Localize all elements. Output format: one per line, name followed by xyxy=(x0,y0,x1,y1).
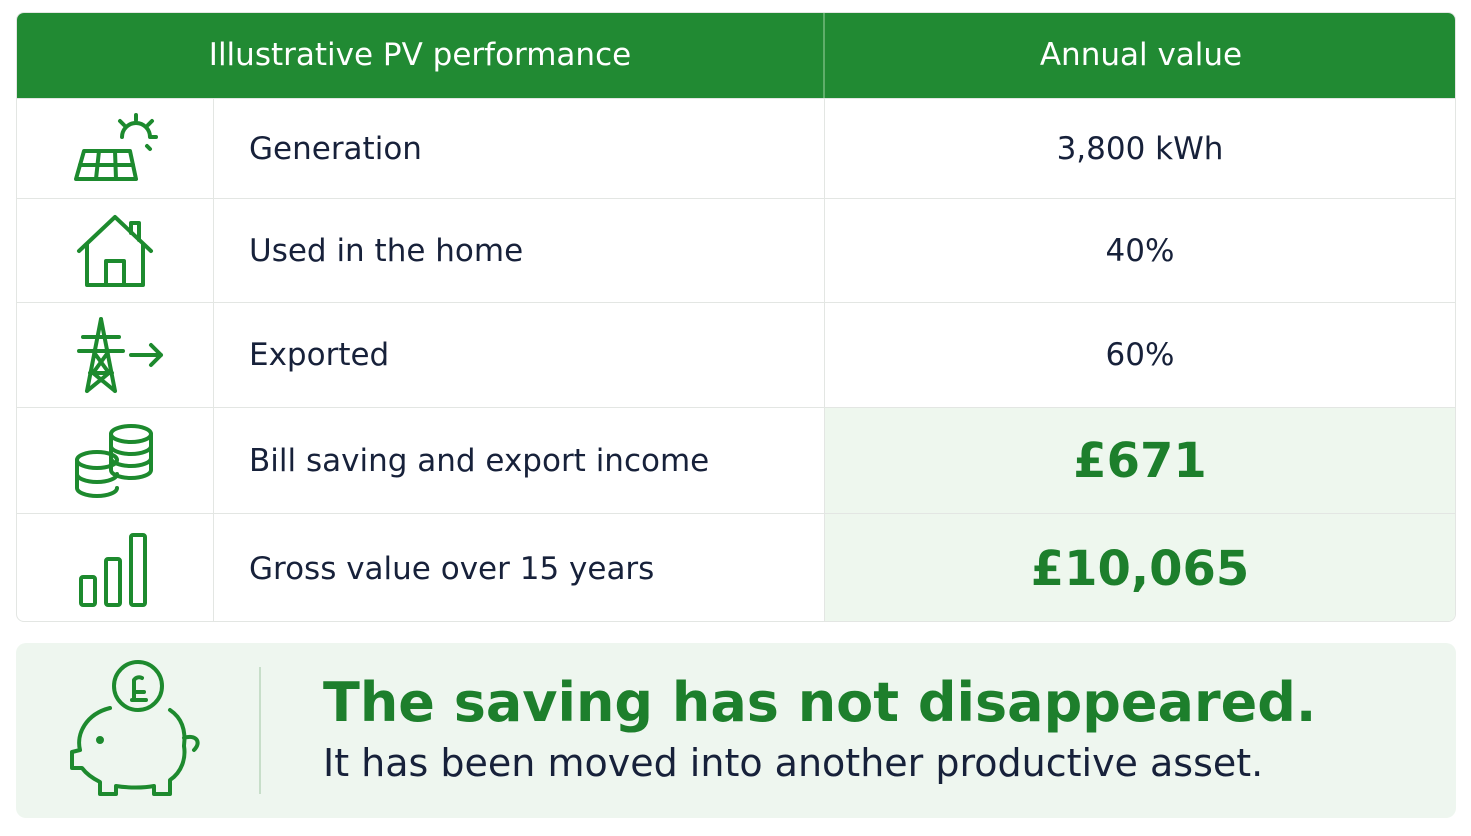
icon-cell xyxy=(17,408,214,513)
row-value: £671 xyxy=(824,408,1455,513)
row-label: Generation xyxy=(249,130,422,167)
coins-icon xyxy=(75,423,153,498)
bars-icon xyxy=(79,532,147,607)
separator xyxy=(823,13,825,98)
table-header: Illustrative PV performance Annual value xyxy=(17,13,1455,98)
solar-icon xyxy=(74,112,158,181)
house-icon xyxy=(77,214,153,287)
table-row: Gross value over 15 years £10,065 xyxy=(17,513,1455,621)
header-cell: Illustrative PV performance xyxy=(208,37,632,73)
table: Illustrative PV performance Annual value… xyxy=(16,12,1456,622)
row-value: 40% xyxy=(824,199,1455,302)
table-row: Generation 3,800 kWh xyxy=(17,98,1455,198)
icon-cell xyxy=(17,514,214,621)
row-label: Gross value over 15 years xyxy=(249,550,655,587)
row-value: £10,065 xyxy=(824,514,1455,621)
row-label: Used in the home xyxy=(249,232,524,269)
callout-title: The saving has not disappeared. xyxy=(323,671,1317,734)
row-label: Bill saving and export income xyxy=(249,442,710,479)
row-label: Exported xyxy=(249,337,390,373)
table-row: Exported 60% xyxy=(17,302,1455,407)
row-value: 60% xyxy=(824,303,1455,407)
piggy-icon xyxy=(70,660,200,796)
table-row: Bill saving and export income £671 xyxy=(17,407,1455,513)
icon-cell xyxy=(17,99,214,198)
pylon-icon xyxy=(77,317,163,393)
separator xyxy=(259,667,261,794)
row-value: 3,800 kWh xyxy=(824,99,1455,198)
callout-text: It has been moved into another productiv… xyxy=(323,741,1264,785)
table-row: Used in the home 40% xyxy=(17,198,1455,302)
header-cell: Annual value xyxy=(1039,37,1243,73)
icon-cell xyxy=(17,303,214,407)
callout: The saving has not disappeared. It has b… xyxy=(16,643,1456,818)
icon-cell xyxy=(17,199,214,302)
